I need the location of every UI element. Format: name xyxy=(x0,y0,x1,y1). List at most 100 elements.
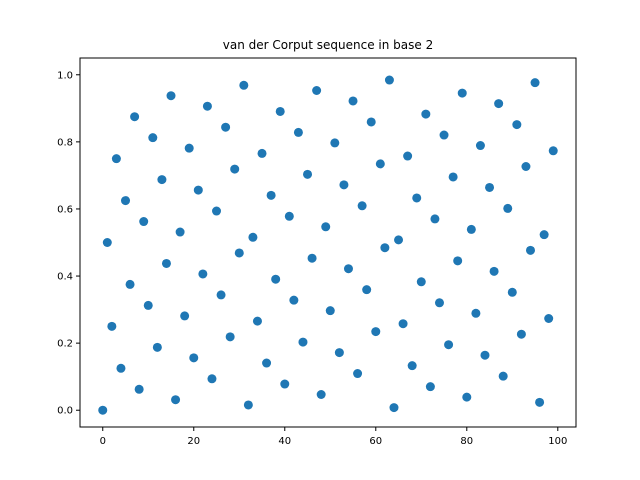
data-point xyxy=(275,106,285,116)
data-point xyxy=(171,395,181,405)
data-point xyxy=(293,127,303,137)
data-point xyxy=(198,269,208,279)
data-point xyxy=(230,164,240,174)
chart-title: van der Corput sequence in base 2 xyxy=(223,38,433,52)
data-point xyxy=(207,374,217,384)
data-point xyxy=(216,290,226,300)
data-point xyxy=(421,109,431,119)
data-point xyxy=(425,382,435,392)
y-axis-ticks: 0.0 0.2 0.4 0.6 0.8 1.0 xyxy=(57,70,80,417)
data-point xyxy=(448,172,458,182)
data-point xyxy=(161,258,171,268)
data-point xyxy=(125,279,135,289)
data-point xyxy=(284,211,294,221)
y-tick-label: 0.0 xyxy=(57,406,73,417)
data-point xyxy=(544,314,554,324)
data-point xyxy=(111,154,121,164)
x-tick-label: 80 xyxy=(460,436,473,447)
data-point xyxy=(307,253,317,263)
data-point xyxy=(289,295,299,305)
data-point xyxy=(466,224,476,234)
data-point xyxy=(130,112,140,122)
data-point xyxy=(121,196,131,206)
data-point xyxy=(330,138,340,148)
data-point xyxy=(407,361,417,371)
data-point xyxy=(316,390,326,400)
data-point xyxy=(252,316,262,326)
x-tick-label: 60 xyxy=(369,436,382,447)
data-point xyxy=(152,342,162,352)
data-point xyxy=(498,371,508,381)
data-point xyxy=(116,363,126,373)
data-point xyxy=(184,143,194,153)
data-point xyxy=(353,369,363,379)
data-point xyxy=(457,88,467,98)
data-point xyxy=(480,350,490,360)
data-point xyxy=(535,397,545,407)
data-point xyxy=(371,327,381,337)
data-point xyxy=(234,248,244,258)
data-point xyxy=(257,148,267,158)
data-point xyxy=(394,235,404,245)
data-point xyxy=(548,146,558,156)
data-point xyxy=(107,321,117,331)
data-point xyxy=(271,274,281,284)
data-point xyxy=(439,130,449,140)
data-point xyxy=(444,340,454,350)
data-point xyxy=(148,133,158,143)
data-point xyxy=(321,222,331,232)
data-point xyxy=(134,384,144,394)
data-point xyxy=(539,230,549,240)
data-point xyxy=(193,185,203,195)
data-points xyxy=(98,75,558,415)
data-point xyxy=(503,203,513,213)
data-point xyxy=(434,298,444,308)
data-point xyxy=(243,400,253,410)
data-point xyxy=(507,287,517,297)
y-tick-label: 0.4 xyxy=(57,272,73,283)
data-point xyxy=(462,392,472,402)
data-point xyxy=(398,319,408,329)
data-point xyxy=(375,159,385,169)
data-point xyxy=(348,96,358,106)
data-point xyxy=(334,348,344,358)
data-point xyxy=(475,141,485,151)
y-tick-label: 1.0 xyxy=(57,70,73,81)
data-point xyxy=(453,256,463,266)
data-point xyxy=(312,85,322,95)
data-point xyxy=(530,78,540,88)
data-point xyxy=(494,99,504,109)
data-point xyxy=(157,175,167,185)
data-point xyxy=(516,329,526,339)
data-point xyxy=(471,308,481,318)
y-tick-label: 0.8 xyxy=(57,137,73,148)
data-point xyxy=(485,182,495,192)
data-point xyxy=(430,214,440,224)
x-tick-label: 40 xyxy=(278,436,291,447)
data-point xyxy=(298,337,308,347)
data-point xyxy=(339,180,349,190)
data-point xyxy=(362,285,372,295)
x-tick-label: 20 xyxy=(187,436,200,447)
data-point xyxy=(403,151,413,161)
data-point xyxy=(384,75,394,85)
x-axis-ticks: 0 20 40 60 80 100 xyxy=(100,427,567,447)
data-point xyxy=(98,405,108,415)
data-point xyxy=(303,169,313,179)
data-point xyxy=(202,101,212,111)
data-point xyxy=(412,193,422,203)
data-point xyxy=(212,206,222,216)
data-point xyxy=(521,161,531,171)
data-point xyxy=(225,332,235,342)
data-point xyxy=(102,238,112,247)
data-point xyxy=(248,232,258,242)
data-point xyxy=(221,122,231,132)
x-tick-label: 100 xyxy=(548,436,567,447)
x-tick-label: 0 xyxy=(100,436,106,447)
data-point xyxy=(525,245,535,255)
data-point xyxy=(489,266,499,276)
data-point xyxy=(380,243,390,253)
data-point xyxy=(366,117,376,127)
